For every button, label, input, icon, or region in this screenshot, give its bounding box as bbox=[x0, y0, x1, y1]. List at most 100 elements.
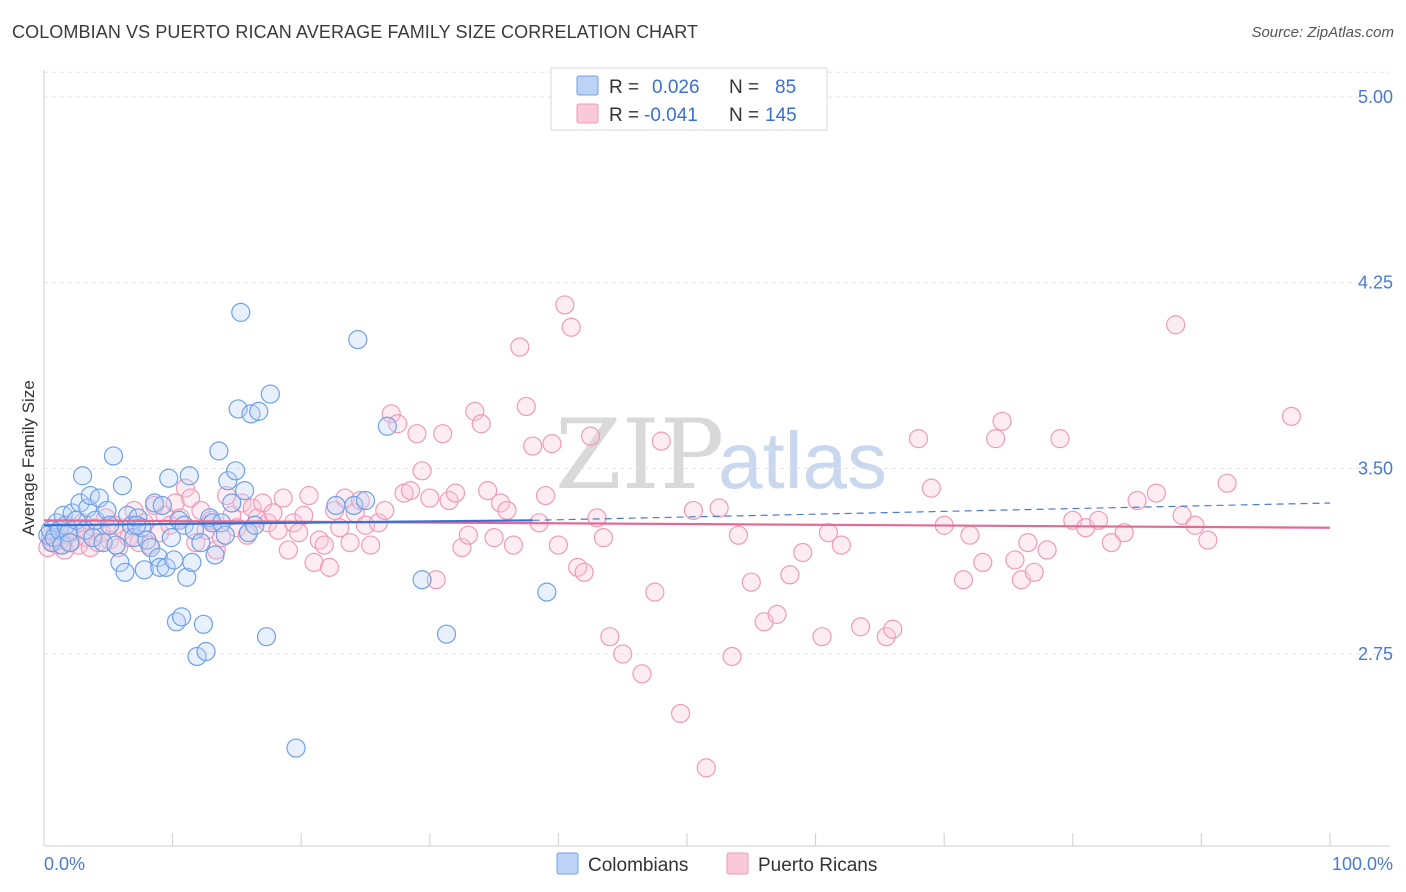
data-point bbox=[106, 535, 126, 555]
data-point bbox=[812, 627, 832, 647]
data-point bbox=[793, 542, 813, 563]
data-point bbox=[1101, 532, 1121, 553]
data-point bbox=[249, 401, 269, 421]
data-point bbox=[177, 567, 197, 587]
data-point bbox=[97, 500, 117, 521]
data-point bbox=[148, 547, 169, 568]
data-point bbox=[1005, 550, 1025, 570]
data-point bbox=[232, 493, 252, 513]
data-point bbox=[516, 396, 536, 417]
data-point bbox=[348, 330, 368, 350]
colombians-trend-extension bbox=[532, 502, 1331, 521]
legend-n-label-1: N = bbox=[729, 77, 759, 98]
data-point bbox=[407, 424, 427, 444]
data-point bbox=[535, 485, 556, 506]
data-point bbox=[289, 523, 309, 543]
data-point bbox=[355, 490, 376, 511]
x-ticks bbox=[172, 833, 1331, 846]
data-point bbox=[1281, 406, 1302, 426]
series-legend: Colombians Puerto Ricans bbox=[556, 852, 877, 876]
colombians-points bbox=[38, 302, 557, 758]
data-point bbox=[181, 488, 201, 508]
data-point bbox=[253, 493, 273, 513]
data-point bbox=[326, 495, 346, 516]
data-point bbox=[1037, 540, 1057, 560]
legend-r-value-2: -0.041 bbox=[644, 105, 698, 126]
data-point bbox=[1024, 562, 1044, 582]
data-point bbox=[1166, 315, 1186, 335]
data-point bbox=[510, 337, 530, 357]
data-point bbox=[645, 582, 665, 602]
data-point bbox=[400, 481, 421, 501]
legend-n-value-2: 145 bbox=[765, 105, 797, 126]
data-point bbox=[134, 560, 154, 580]
data-point bbox=[433, 424, 453, 444]
data-point bbox=[350, 490, 370, 511]
legend-r-label-1: R = bbox=[609, 77, 639, 98]
data-point bbox=[319, 557, 340, 577]
data-point bbox=[908, 429, 929, 449]
data-point bbox=[278, 540, 298, 560]
data-point bbox=[471, 414, 491, 434]
data-point bbox=[304, 552, 324, 573]
stats-legend: R = 0.026 N = 85 R = -0.041 N = 145 bbox=[550, 67, 828, 131]
y-tick-labels: 2.75 3.50 4.25 5.00 bbox=[1358, 87, 1393, 664]
data-point bbox=[193, 614, 214, 634]
data-point bbox=[245, 515, 265, 535]
data-point bbox=[503, 535, 523, 555]
legend-r-label-2: R = bbox=[609, 105, 639, 126]
data-point bbox=[651, 431, 671, 451]
data-point bbox=[152, 495, 172, 516]
data-point bbox=[299, 485, 319, 506]
data-point bbox=[241, 404, 261, 424]
data-point bbox=[523, 436, 543, 456]
data-point bbox=[780, 565, 800, 585]
data-point bbox=[593, 528, 614, 548]
data-point bbox=[1146, 483, 1166, 503]
data-point bbox=[375, 500, 395, 521]
data-point bbox=[568, 557, 588, 577]
watermark-zip: ZIP bbox=[555, 399, 724, 511]
data-point bbox=[228, 399, 248, 419]
data-point bbox=[314, 535, 334, 555]
data-point bbox=[172, 607, 192, 627]
axes bbox=[43, 70, 1390, 847]
data-point bbox=[412, 461, 432, 481]
data-point bbox=[182, 552, 202, 573]
data-point bbox=[159, 468, 179, 488]
data-point bbox=[709, 498, 729, 518]
data-point bbox=[108, 537, 129, 558]
data-point bbox=[600, 627, 620, 647]
data-point bbox=[209, 441, 229, 461]
data-point bbox=[728, 525, 749, 545]
data-point bbox=[973, 552, 993, 573]
data-point bbox=[381, 404, 401, 424]
data-point bbox=[222, 493, 242, 513]
data-point bbox=[767, 604, 787, 624]
data-point bbox=[548, 535, 569, 555]
data-point bbox=[1217, 473, 1237, 493]
data-point bbox=[587, 508, 607, 528]
watermark-atlas: atlas bbox=[718, 416, 887, 505]
data-point bbox=[156, 557, 176, 577]
data-point bbox=[196, 641, 216, 662]
grid-lines bbox=[44, 71, 1390, 655]
data-point bbox=[412, 570, 432, 590]
data-point bbox=[273, 488, 293, 508]
data-point bbox=[161, 528, 181, 548]
data-point bbox=[490, 493, 511, 513]
data-point bbox=[921, 478, 941, 498]
data-point bbox=[484, 528, 504, 548]
data-point bbox=[187, 646, 207, 667]
y-tick-label: 3.50 bbox=[1358, 458, 1393, 478]
data-point bbox=[613, 644, 633, 664]
x-tick-label-max: 100.0% bbox=[1332, 854, 1393, 874]
data-point bbox=[115, 562, 135, 582]
data-point bbox=[818, 523, 839, 543]
data-point bbox=[110, 552, 130, 573]
puerto-ricans-trend-line bbox=[43, 519, 1331, 529]
data-point bbox=[537, 582, 557, 602]
legend-swatch-colombians bbox=[576, 75, 599, 96]
puerto-ricans-points bbox=[38, 295, 1302, 778]
data-point bbox=[72, 466, 93, 486]
